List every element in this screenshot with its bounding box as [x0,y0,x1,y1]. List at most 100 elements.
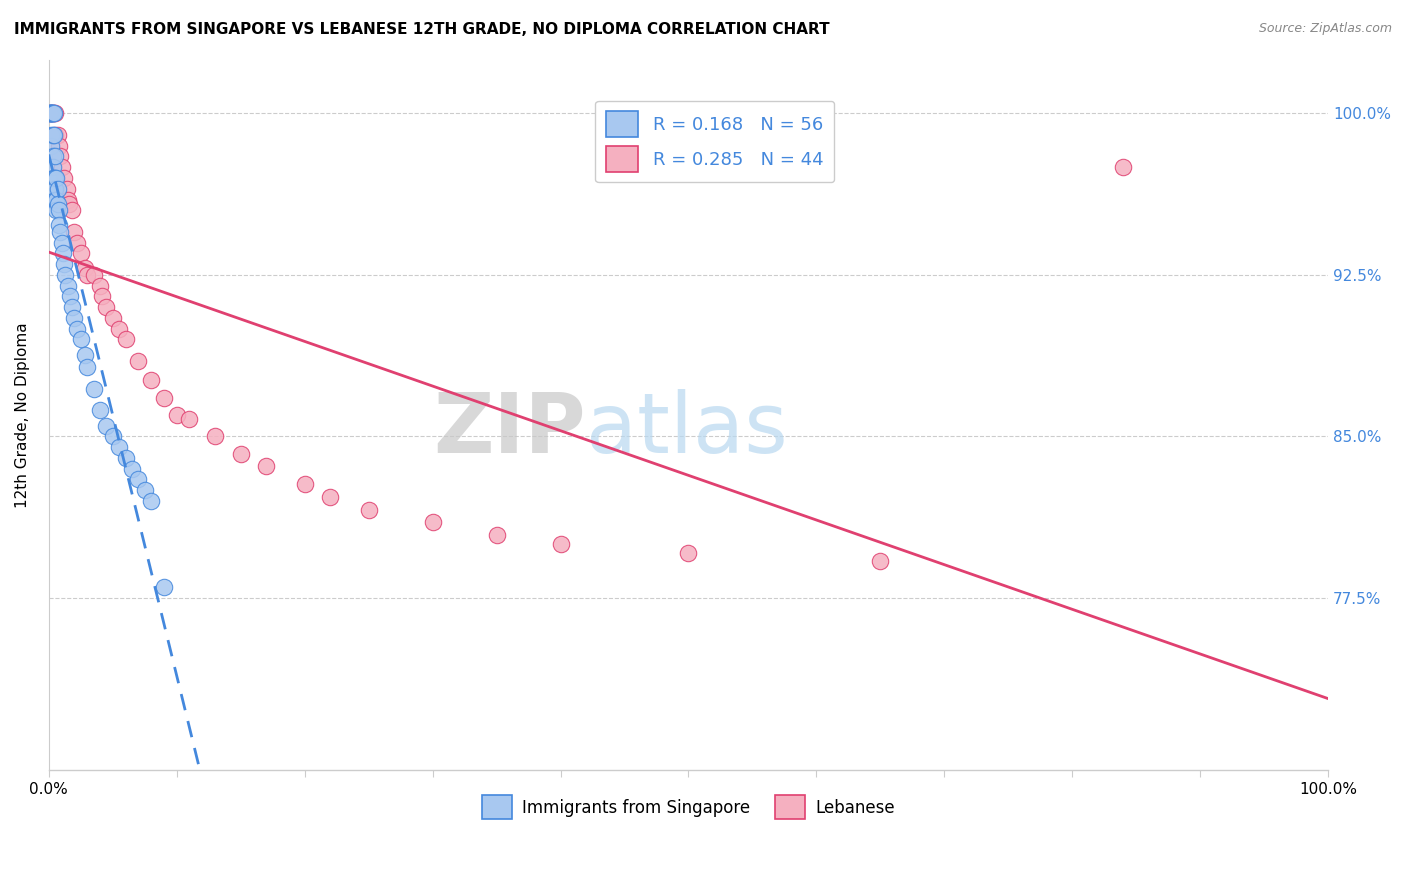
Point [153,580,176,594]
Point [48,203,70,218]
Point [39,106,62,120]
Point [166,408,188,422]
Point [48,138,70,153]
Point [46,197,69,211]
Point [63,225,86,239]
Point [48,219,70,233]
Point [56,278,79,293]
Point [229,446,252,460]
Point [127,354,149,368]
Point [83,382,105,396]
Point [869,554,891,568]
Point [83,268,105,282]
Point [127,472,149,486]
Point [45,203,67,218]
Point [45,193,67,207]
Point [39,106,62,120]
Point [41,160,63,174]
Point [422,516,444,530]
Point [60,203,83,218]
Point [96,300,118,314]
Point [45,171,67,186]
Point [69,333,91,347]
Point [69,246,91,260]
Point [44,149,66,163]
Point [39,128,62,142]
Point [42,128,65,142]
Point [63,310,86,325]
Point [76,360,98,375]
Point [134,483,156,497]
Y-axis label: 12th Grade, No Diploma: 12th Grade, No Diploma [15,322,30,508]
Point [51,160,73,174]
Text: Source: ZipAtlas.com: Source: ZipAtlas.com [1258,22,1392,36]
Point [44,171,66,186]
Point [51,235,73,250]
Point [294,476,316,491]
Point [39,106,62,120]
Point [66,235,89,250]
Point [58,197,80,211]
Point [44,128,66,142]
Legend: Immigrants from Singapore, Lebanese: Immigrants from Singapore, Lebanese [475,789,901,826]
Point [114,450,136,465]
Point [41,106,63,120]
Point [179,412,201,426]
Point [55,268,77,282]
Point [42,171,65,186]
Point [39,106,62,120]
Point [41,106,63,120]
Point [41,128,63,142]
Point [41,171,63,186]
Point [254,459,277,474]
Point [55,182,77,196]
Point [66,321,89,335]
Point [153,391,176,405]
Point [53,257,76,271]
Point [39,106,62,120]
Point [39,106,62,120]
Point [89,278,111,293]
Point [39,106,62,120]
Point [44,106,66,120]
Point [139,494,162,508]
Point [49,149,72,163]
Point [101,429,124,443]
Point [91,289,114,303]
Point [44,193,66,207]
Point [56,193,79,207]
Point [41,106,63,120]
Point [89,403,111,417]
Text: ZIP: ZIP [433,389,586,469]
Point [96,418,118,433]
Point [39,106,62,120]
Point [52,246,75,260]
Point [121,461,143,475]
Point [108,440,131,454]
Point [41,149,63,163]
Point [49,225,72,239]
Point [114,333,136,347]
Point [357,502,380,516]
Point [41,106,63,120]
Point [73,261,96,276]
Point [42,193,65,207]
Point [550,537,572,551]
Point [73,347,96,361]
Point [139,373,162,387]
Point [44,182,66,196]
Point [46,182,69,196]
Point [39,106,62,120]
Text: IMMIGRANTS FROM SINGAPORE VS LEBANESE 12TH GRADE, NO DIPLOMA CORRELATION CHART: IMMIGRANTS FROM SINGAPORE VS LEBANESE 12… [14,22,830,37]
Point [59,289,82,303]
Point [204,429,226,443]
Point [76,268,98,282]
Point [319,490,342,504]
Point [101,310,124,325]
Point [1112,160,1135,174]
Point [42,106,65,120]
Text: atlas: atlas [586,389,787,469]
Point [108,321,131,335]
Point [60,300,83,314]
Point [39,138,62,153]
